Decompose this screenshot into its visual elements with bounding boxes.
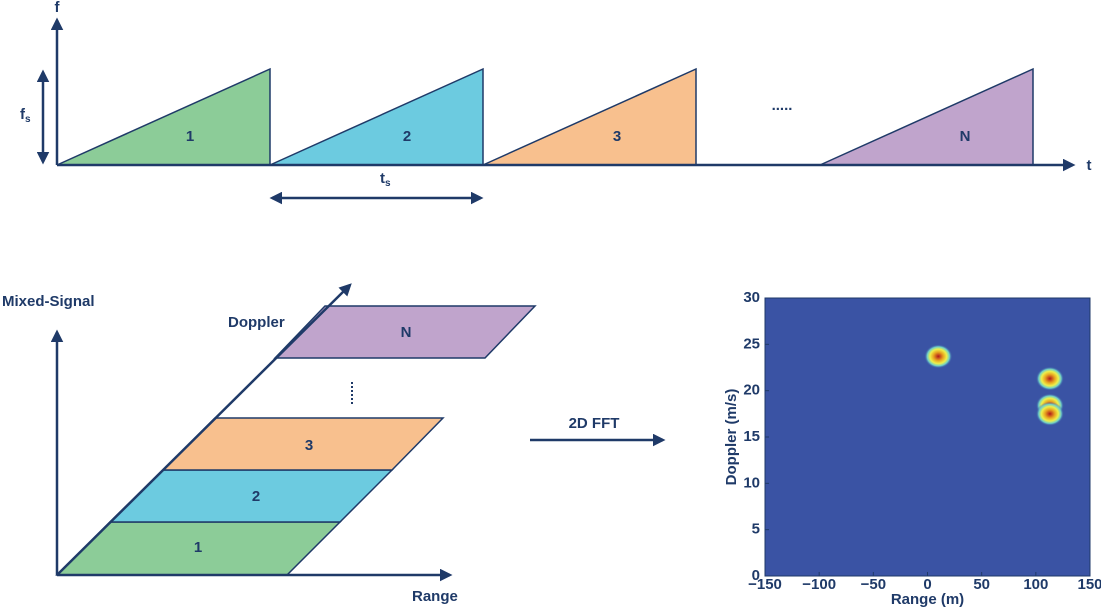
frame-label: 2 <box>252 488 260 505</box>
heatmap: −150 −100 −50 0 50 100 150 0 5 10 15 20 25 30 Range (m… <box>723 289 1101 607</box>
x-tick-label: −50 <box>861 576 886 593</box>
axis-label: t <box>1087 157 1092 174</box>
y-tick-label: 15 <box>743 428 760 445</box>
x-tick-label: 0 <box>923 576 931 593</box>
depth-axis <box>56 283 352 576</box>
chirp-label: 3 <box>613 128 621 145</box>
plot-area <box>764 297 1091 577</box>
frame-label: 3 <box>305 437 313 454</box>
y-tick-label: 25 <box>743 335 760 352</box>
frame-label: 1 <box>194 539 202 556</box>
frame <box>161 417 445 471</box>
period-label: ts <box>380 170 391 189</box>
chirp-label: 1 <box>186 128 194 145</box>
y-tick-label: 10 <box>743 474 760 491</box>
frame-label: N <box>401 324 412 341</box>
target <box>924 344 953 369</box>
transform-label: 2D FFT <box>569 415 620 432</box>
y-tick-label: 5 <box>752 521 760 538</box>
chirp-diagram: f t fs ts 1 2 3 N ..... <box>20 0 1092 205</box>
y-axis-label: Doppler (m/s) <box>723 389 740 486</box>
frame <box>273 305 537 359</box>
chirp <box>56 67 271 166</box>
axis-label: f <box>55 0 61 16</box>
frame-diagram: Mixed-Signal Range Doppler 1 2 3 N <box>2 283 537 605</box>
x-tick-label: 100 <box>1023 576 1048 593</box>
axis-label: Mixed-Signal <box>2 293 95 310</box>
span-label: fs <box>20 106 31 125</box>
x-tick-label: −150 <box>748 576 782 593</box>
target <box>1035 401 1064 426</box>
x-tick-label: 50 <box>973 576 990 593</box>
chirp-label: N <box>960 128 971 145</box>
chirp <box>482 67 697 166</box>
x-tick-label: 150 <box>1077 576 1101 593</box>
target <box>1035 366 1064 391</box>
ellipsis: ..... <box>772 97 793 114</box>
chirp <box>819 67 1034 166</box>
y-tick-label: 20 <box>743 382 760 399</box>
x-tick-label: −100 <box>802 576 836 593</box>
y-tick-label: 0 <box>752 567 760 584</box>
x-axis-label: Range (m) <box>891 591 964 607</box>
axis-label: Range <box>412 588 458 605</box>
chirp-label: 2 <box>403 128 411 145</box>
y-tick-label: 30 <box>743 289 760 306</box>
chirp <box>269 67 484 166</box>
axis-label: Doppler <box>228 314 285 331</box>
